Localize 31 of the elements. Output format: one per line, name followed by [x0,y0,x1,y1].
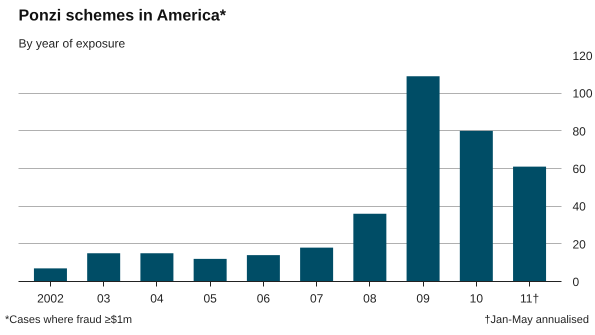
y-tick-label: 20 [572,237,586,252]
bar [300,248,334,282]
bar [406,76,440,282]
bar [353,214,386,282]
bar [34,268,67,282]
y-tick-label: 40 [572,200,586,214]
bar [87,253,120,282]
y-tick-label: 100 [572,86,593,101]
bar [140,253,174,282]
x-tick-label: 09 [416,292,430,306]
y-tick-label: 60 [572,162,586,176]
bar [460,130,493,282]
y-tick-label: 80 [572,124,586,138]
bar [513,166,546,282]
y-tick-label: 0 [572,275,580,289]
x-tick-label: 06 [256,292,270,306]
text: †Jan-May annualised [484,313,589,328]
x-tick-label: 07 [310,292,324,306]
x-tick-label: 10 [470,292,484,306]
text: *Cases where fraud ≥$1m [5,313,132,328]
x-tick-label: 2002 [37,292,64,306]
chart-title: Ponzi schemes in America* [18,8,227,24]
x-tick-label: 11† [520,292,540,306]
x-tick-label: 08 [363,292,377,306]
y-tick-label: 120 [572,49,593,63]
bar [194,258,227,282]
bar [246,255,280,282]
chart-subtitle: By year of exposure [18,36,126,50]
x-tick-label: 03 [97,292,111,306]
x-tick-label: 05 [203,292,218,306]
x-tick-label: 04 [150,292,164,306]
